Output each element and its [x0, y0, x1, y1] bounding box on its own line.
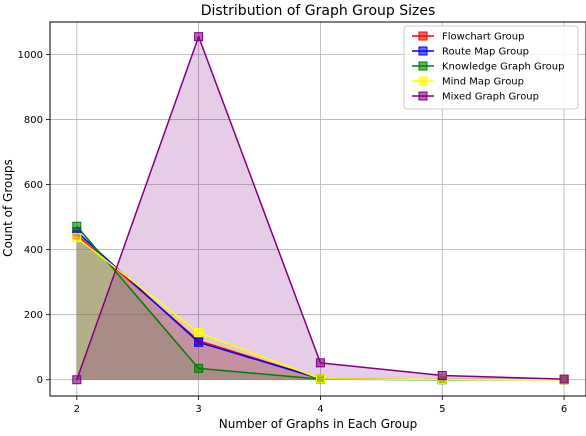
legend-marker [418, 31, 428, 41]
area-mixed-graph-group [76, 36, 565, 380]
y-tick-label: 200 [24, 310, 43, 321]
point-mind-map-group [194, 328, 204, 338]
legend-label: Flowchart Group [442, 32, 524, 43]
legend-marker [418, 91, 428, 101]
x-tick-label: 4 [317, 404, 323, 415]
point-mixed-graph-group [437, 371, 447, 381]
x-axis-label: Number of Graphs in Each Group [219, 417, 418, 431]
point-mixed-graph-group [559, 374, 569, 384]
y-tick-label: 800 [24, 115, 43, 126]
legend-label: Route Map Group [442, 47, 529, 58]
point-knowledge-graph-group [72, 221, 82, 231]
legend-box [403, 25, 579, 110]
axis-ticks: 2 3 4 5 6 0 200 400 600 800 1000 [18, 50, 568, 415]
legend-label: Mind Map Group [442, 77, 524, 88]
plot-frame [49, 21, 586, 397]
y-tick-label: 600 [24, 180, 43, 191]
x-tick-label: 6 [561, 404, 567, 415]
legend: Flowchart Group Route Map Group Knowledge … [403, 25, 579, 110]
y-tick-label: 1000 [18, 50, 43, 61]
point-mind-map-group [315, 374, 325, 384]
point-mixed-graph-group [72, 375, 82, 385]
y-tick-label: 0 [37, 375, 43, 386]
point-mind-map-group [72, 233, 82, 243]
x-tick-label: 2 [74, 404, 80, 415]
x-tick-label: 3 [195, 404, 201, 415]
y-tick-label: 400 [24, 245, 43, 256]
legend-label: Mixed Graph Group [442, 92, 539, 103]
point-route-map-group [194, 337, 204, 347]
legend-label: Knowledge Graph Group [442, 62, 564, 73]
area-knowledge-graph-group [76, 226, 565, 380]
legend-marker [418, 46, 428, 56]
point-mixed-graph-group [315, 358, 325, 368]
series-markers [72, 32, 569, 385]
x-tick-label: 5 [439, 404, 445, 415]
chart-title: Distribution of Graph Group Sizes [201, 3, 436, 19]
legend-marker [418, 76, 428, 86]
point-mixed-graph-group [194, 32, 204, 42]
y-axis-label: Count of Groups [1, 159, 15, 257]
point-knowledge-graph-group [194, 363, 204, 373]
legend-marker [418, 61, 428, 71]
